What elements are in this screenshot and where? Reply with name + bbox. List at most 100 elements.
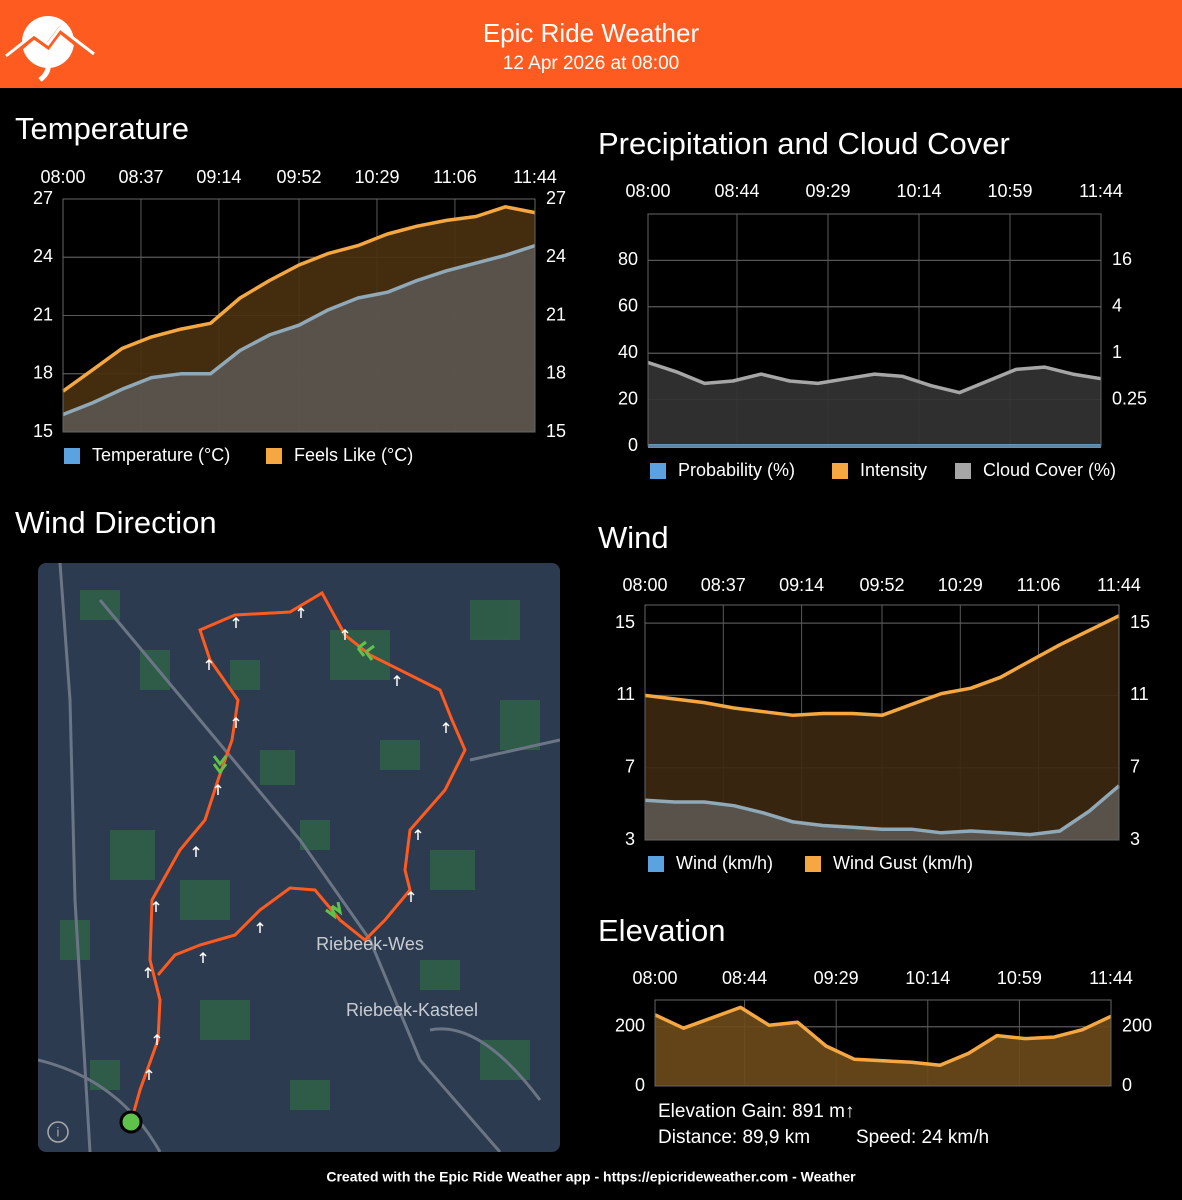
x-tick-label: 11:44 [513,167,557,187]
y2-tick-label: 21 [546,304,566,324]
y-tick-label: 21 [33,304,53,324]
y-tick-label: 15 [33,421,53,441]
x-tick-label: 08:00 [622,575,667,595]
y2-tick-label: 0.25 [1112,388,1147,408]
footer: Created with the Epic Ride Weather app -… [326,1169,856,1185]
y-tick-label: 15 [615,612,635,632]
x-tick-label: 08:37 [701,575,746,595]
plot-frame [644,604,1120,841]
x-tick-label: 11:44 [1079,181,1123,201]
x-tick-label: 10:14 [896,181,941,201]
y2-tick-label: 18 [546,363,566,383]
chart-title: Temperature [15,111,189,146]
y2-tick-label: 15 [546,421,566,441]
x-tick-label: 10:14 [905,968,950,988]
y2-tick-label: 4 [1112,296,1122,316]
y-tick-label: 3 [625,829,635,849]
y2-tick-label: 3 [1130,829,1140,849]
x-tick-label: 09:52 [276,167,321,187]
x-tick-label: 09:14 [779,575,824,595]
plot-frame [647,213,1102,447]
y-tick-label: 40 [618,342,638,362]
x-tick-label: 08:37 [118,167,163,187]
y-tick-label: 27 [33,188,53,208]
app-subtitle: 12 Apr 2026 at 08:00 [503,53,679,74]
y-tick-label: 0 [628,435,638,455]
header-bar [0,0,1182,88]
legend-label: Intensity [860,460,927,480]
line [647,360,1102,395]
logo [5,16,95,82]
y2-tick-label: 27 [546,188,566,208]
legend-swatch [832,463,848,479]
chart-title: Precipitation and Cloud Cover [598,126,1010,161]
plot-frame [654,999,1112,1087]
map-title: Wind Direction [15,505,217,540]
y-tick-label: 60 [618,296,638,316]
legend-swatch [648,856,664,872]
y-tick-label: 80 [618,249,638,269]
x-tick-label: 09:29 [805,181,850,201]
x-tick-label: 10:59 [987,181,1032,201]
x-tick-label: 09:52 [859,575,904,595]
area-fill [648,362,1101,446]
distance: Distance: 89,9 km [658,1127,810,1148]
x-tick-label: 08:00 [632,968,677,988]
y2-tick-label: 7 [1130,756,1140,776]
x-tick-label: 11:06 [433,167,477,187]
y-tick-label: 0 [635,1075,645,1095]
x-tick-label: 08:44 [722,968,767,988]
area-fill [645,615,1119,840]
legend-swatch [266,448,282,464]
legend-label: Wind (km/h) [676,853,773,873]
x-tick-label: 10:29 [354,167,399,187]
map-label: Riebeek-Kasteel [346,1000,478,1020]
legend-label: Cloud Cover (%) [983,460,1116,480]
legend-label: Wind Gust (km/h) [833,853,973,873]
x-tick-label: 08:44 [714,181,759,201]
elevation-gain: Elevation Gain: 891 m↑ [658,1101,854,1122]
area-fill [63,245,535,432]
line [654,1005,1112,1067]
x-tick-label: 10:29 [938,575,983,595]
y2-tick-label: 0 [1122,1075,1132,1095]
legend-label: Temperature (°C) [92,445,230,465]
y2-tick-label: 16 [1112,249,1132,269]
map-label: Riebeek-Wes [316,934,424,954]
x-tick-label: 09:29 [814,968,859,988]
x-tick-label: 08:00 [40,167,85,187]
plot-frame [62,198,536,433]
x-tick-label: 11:06 [1017,575,1061,595]
area-fill [645,785,1119,840]
chart-title: Wind [598,520,669,555]
line [644,784,1121,837]
y-tick-label: 7 [625,756,635,776]
legend-swatch [650,463,666,479]
y-tick-label: 20 [618,388,638,408]
legend-label: Feels Like (°C) [294,445,413,465]
legend-label: Probability (%) [678,460,795,480]
svg-text:i: i [57,1124,60,1139]
y2-tick-label: 11 [1130,684,1149,704]
line [644,614,1120,718]
chart-title: Elevation [598,913,726,948]
legend-swatch [64,448,80,464]
y-tick-label: 24 [33,246,53,266]
x-tick-label: 08:00 [625,181,670,201]
line [61,205,536,393]
y2-tick-label: 200 [1122,1015,1152,1035]
x-tick-label: 10:59 [997,968,1042,988]
legend-swatch [805,856,821,872]
map: i [38,563,560,1152]
app-title: Epic Ride Weather [483,18,700,48]
legend-swatch [955,463,971,479]
area-fill [655,1007,1111,1086]
y2-tick-label: 1 [1112,342,1122,362]
y-tick-label: 18 [33,363,53,383]
line [62,243,536,417]
x-tick-label: 11:44 [1097,575,1141,595]
x-tick-label: 09:14 [196,167,241,187]
y-tick-label: 200 [615,1015,645,1035]
